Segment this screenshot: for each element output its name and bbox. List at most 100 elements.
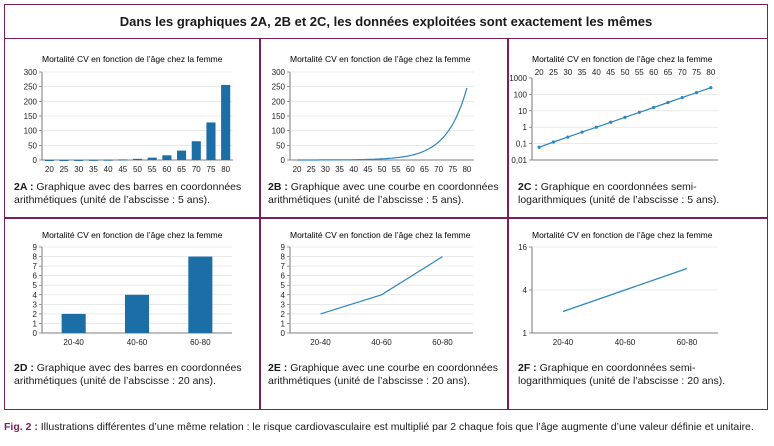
chart-title: Mortalité CV en fonction de l’âge chez l… bbox=[42, 230, 223, 240]
x-tick-label: 50 bbox=[621, 68, 630, 77]
y-tick-label: 50 bbox=[28, 141, 37, 150]
caption-2E: 2E : Graphique avec une courbe en coordo… bbox=[268, 362, 499, 387]
figure-frame: Dans les graphiques 2A, 2B et 2C, les do… bbox=[4, 4, 768, 410]
x-tick-label: 65 bbox=[663, 68, 672, 77]
data-point bbox=[537, 145, 541, 149]
x-tick-label: 60-80 bbox=[432, 338, 453, 347]
caption-2D: 2D : Graphique avec des barres en coordo… bbox=[14, 362, 242, 387]
x-tick-label: 35 bbox=[335, 165, 344, 174]
data-point bbox=[566, 135, 570, 139]
series-line bbox=[320, 256, 443, 315]
bar bbox=[191, 141, 201, 160]
chart-title: Mortalité CV en fonction de l’âge chez l… bbox=[532, 54, 713, 64]
y-tick-label: 9 bbox=[281, 243, 286, 252]
y-tick-label: 3 bbox=[281, 300, 286, 309]
data-point bbox=[637, 110, 641, 114]
bar bbox=[132, 158, 143, 160]
x-tick-label: 45 bbox=[606, 68, 615, 77]
bar bbox=[88, 159, 98, 161]
x-tick-label: 60 bbox=[406, 165, 415, 174]
y-tick-label: 250 bbox=[272, 83, 286, 92]
x-tick-label: 80 bbox=[462, 165, 471, 174]
bar bbox=[44, 159, 54, 161]
x-tick-label: 30 bbox=[74, 165, 83, 174]
x-tick-label: 55 bbox=[635, 68, 644, 77]
y-tick-label: 8 bbox=[33, 253, 38, 262]
chart-2F: Mortalité CV en fonction de l’âge chez l… bbox=[518, 230, 718, 347]
x-tick-label: 40-60 bbox=[371, 338, 392, 347]
y-tick-label: 4 bbox=[33, 291, 38, 300]
figure-caption: Fig. 2 : Illustrations différentes d’une… bbox=[4, 421, 754, 433]
y-tick-label: 100 bbox=[514, 90, 528, 99]
y-tick-label: 150 bbox=[272, 112, 286, 121]
x-tick-label: 80 bbox=[706, 68, 715, 77]
y-tick-label: 300 bbox=[24, 68, 38, 77]
bar bbox=[103, 159, 113, 161]
bar bbox=[177, 150, 187, 160]
chart-title: Mortalité CV en fonction de l’âge chez l… bbox=[290, 54, 471, 64]
x-tick-label: 60 bbox=[162, 165, 171, 174]
bar bbox=[61, 313, 86, 333]
x-tick-label: 30 bbox=[321, 165, 330, 174]
x-tick-label: 40 bbox=[104, 165, 113, 174]
x-tick-label: 55 bbox=[148, 165, 157, 174]
y-tick-label: 5 bbox=[281, 281, 286, 290]
x-tick-label: 70 bbox=[192, 165, 201, 174]
y-tick-label: 300 bbox=[272, 68, 286, 77]
data-point bbox=[623, 115, 627, 119]
x-tick-label: 20-40 bbox=[553, 338, 574, 347]
caption-2F: 2F : Graphique en coordonnées semi-logar… bbox=[518, 362, 726, 387]
divider bbox=[507, 39, 509, 409]
y-tick-label: 1 bbox=[523, 329, 528, 338]
chart-title: Mortalité CV en fonction de l’âge chez l… bbox=[42, 54, 223, 64]
y-tick-label: 1 bbox=[523, 123, 528, 132]
y-tick-label: 0 bbox=[33, 329, 38, 338]
x-tick-label: 20-40 bbox=[310, 338, 331, 347]
x-tick-label: 80 bbox=[221, 165, 230, 174]
x-tick-label: 25 bbox=[549, 68, 558, 77]
x-tick-label: 40 bbox=[592, 68, 601, 77]
bar bbox=[162, 155, 172, 160]
x-tick-label: 60 bbox=[649, 68, 658, 77]
y-tick-label: 7 bbox=[281, 262, 286, 271]
y-tick-label: 6 bbox=[33, 272, 38, 281]
series-line bbox=[562, 267, 688, 313]
data-point bbox=[666, 100, 670, 105]
data-point bbox=[652, 105, 656, 110]
x-tick-label: 45 bbox=[118, 165, 127, 174]
y-tick-label: 4 bbox=[523, 286, 528, 295]
bar bbox=[221, 84, 231, 160]
data-point bbox=[680, 95, 684, 100]
y-tick-label: 16 bbox=[518, 243, 527, 252]
data-point bbox=[580, 130, 584, 134]
bar bbox=[59, 159, 69, 161]
y-tick-label: 100 bbox=[24, 127, 38, 136]
x-tick-label: 75 bbox=[207, 165, 216, 174]
y-tick-label: 0,1 bbox=[516, 140, 528, 149]
bar bbox=[118, 159, 128, 161]
x-tick-label: 25 bbox=[60, 165, 69, 174]
x-tick-label: 25 bbox=[307, 165, 316, 174]
y-tick-label: 50 bbox=[276, 141, 285, 150]
x-tick-label: 20 bbox=[293, 165, 302, 174]
chart-2C: Mortalité CV en fonction de l’âge chez l… bbox=[509, 54, 718, 165]
x-tick-label: 40-60 bbox=[615, 338, 636, 347]
bar bbox=[124, 294, 150, 333]
caption-2B: 2B : Graphique avec une courbe en coordo… bbox=[268, 181, 499, 206]
x-tick-label: 75 bbox=[692, 68, 701, 77]
y-tick-label: 8 bbox=[281, 253, 286, 262]
x-tick-label: 30 bbox=[563, 68, 572, 77]
y-tick-label: 2 bbox=[33, 310, 38, 319]
x-tick-label: 55 bbox=[392, 165, 401, 174]
x-tick-label: 75 bbox=[448, 165, 457, 174]
y-tick-label: 1 bbox=[281, 319, 286, 328]
data-point bbox=[709, 86, 713, 90]
bar bbox=[188, 256, 213, 333]
divider bbox=[259, 39, 261, 409]
y-tick-label: 6 bbox=[281, 272, 286, 281]
y-tick-label: 100 bbox=[272, 127, 286, 136]
x-tick-label: 60-80 bbox=[677, 338, 698, 347]
divider bbox=[5, 217, 767, 219]
x-tick-label: 20 bbox=[45, 165, 54, 174]
chart-2B: Mortalité CV en fonction de l’âge chez l… bbox=[272, 54, 474, 174]
